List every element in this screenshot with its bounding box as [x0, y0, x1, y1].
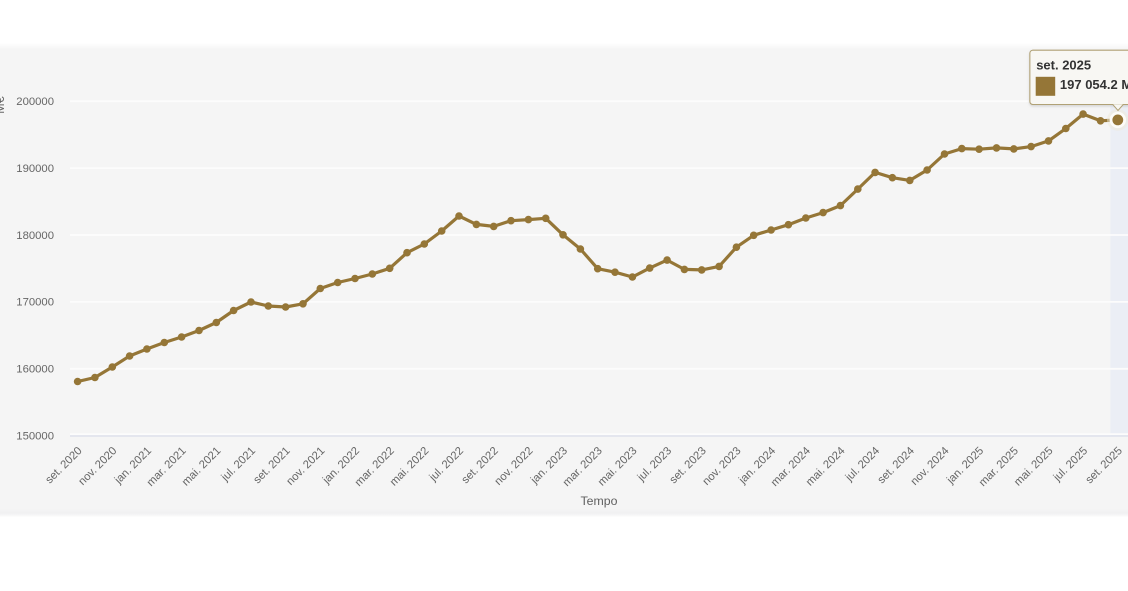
svg-text:M€: M€	[0, 96, 7, 113]
svg-text:set. 2025: set. 2025	[1036, 58, 1091, 73]
svg-text:190000: 190000	[16, 163, 54, 175]
svg-text:150000: 150000	[16, 431, 54, 443]
svg-text:197 054.2 M€: 197 054.2 M€	[1060, 77, 1128, 92]
svg-text:200000: 200000	[16, 96, 54, 108]
svg-text:170000: 170000	[16, 297, 54, 309]
svg-text:160000: 160000	[16, 364, 54, 376]
svg-text:180000: 180000	[16, 230, 54, 242]
svg-text:Tempo: Tempo	[581, 494, 618, 508]
